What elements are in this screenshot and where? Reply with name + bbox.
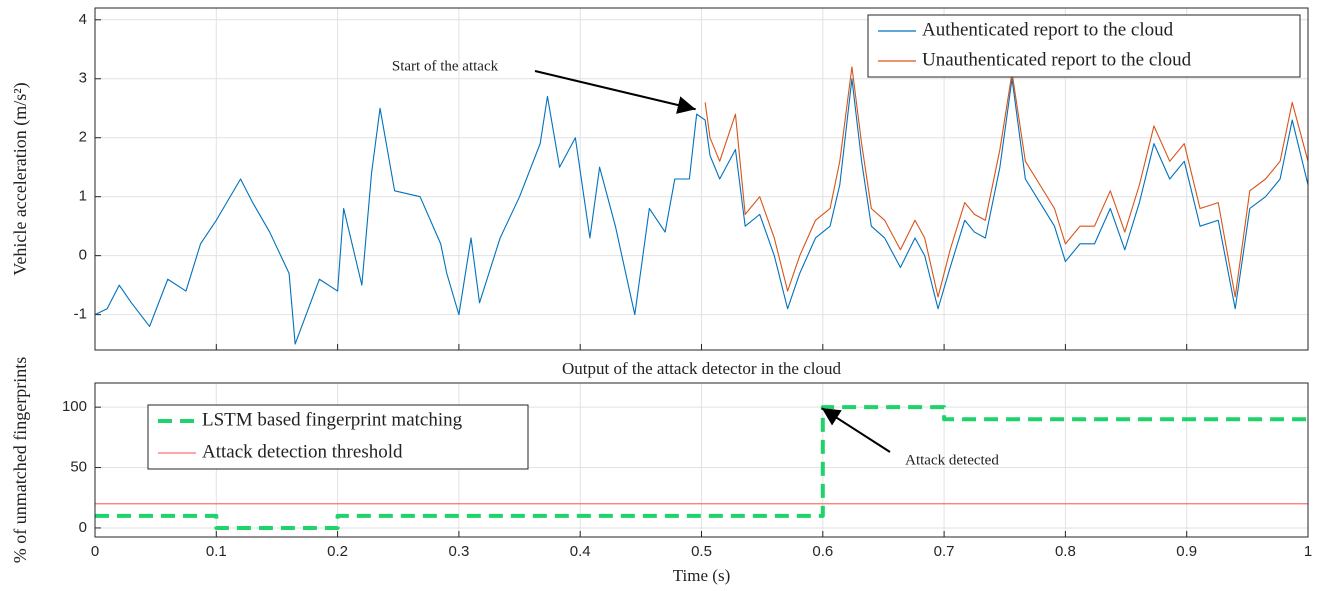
x-tick-label: 0.1 — [206, 543, 227, 560]
y-tick-label: 1 — [79, 188, 87, 205]
legend-label: Attack detection threshold — [202, 441, 403, 462]
x-tick-label: 0 — [91, 543, 99, 560]
y-tick-label: -1 — [74, 306, 87, 323]
y-axis-label: % of unmatched fingerprints — [10, 357, 30, 563]
annotation-arrow — [534, 70, 696, 114]
y-axis-label: Vehicle acceleration (m/s²) — [10, 82, 31, 275]
x-tick-label: 1 — [1304, 543, 1312, 560]
legend-box — [147, 404, 529, 470]
chart-title: Output of the attack detector in the clo… — [562, 359, 841, 378]
legend-box — [867, 14, 1301, 78]
x-axis-label: Time (s) — [673, 566, 730, 585]
x-tick-label: 0.9 — [1176, 543, 1197, 560]
annotation: Start of the attack — [392, 58, 499, 74]
y-tick-label: 0 — [79, 519, 87, 536]
x-tick-label: 0.4 — [570, 543, 591, 560]
series-line — [94, 78, 1309, 345]
legend-label: Authenticated report to the cloud — [922, 19, 1174, 40]
y-tick-label: 0 — [79, 247, 87, 264]
annotation: Attack detected — [905, 452, 999, 468]
series-line — [704, 66, 1309, 298]
series-line — [95, 405, 1308, 530]
x-tick-label: 0.6 — [812, 543, 833, 560]
legend-label: Unauthenticated report to the cloud — [922, 49, 1192, 70]
y-tick-label: 3 — [79, 70, 87, 87]
x-tick-label: 0.7 — [934, 543, 955, 560]
legend-label: LSTM based fingerprint matching — [202, 409, 463, 430]
x-tick-label: 0.8 — [1055, 543, 1076, 560]
x-tick-label: 0.3 — [448, 543, 469, 560]
axes-frame — [94, 382, 1309, 538]
y-tick-label: 2 — [79, 129, 87, 146]
y-tick-label: 4 — [79, 11, 87, 28]
axes-frame — [94, 7, 1309, 351]
y-tick-label: 100 — [62, 398, 87, 415]
x-tick-label: 0.2 — [327, 543, 348, 560]
annotation-arrow — [821, 407, 891, 453]
y-tick-label: 50 — [70, 459, 87, 476]
x-tick-label: 0.5 — [691, 543, 712, 560]
